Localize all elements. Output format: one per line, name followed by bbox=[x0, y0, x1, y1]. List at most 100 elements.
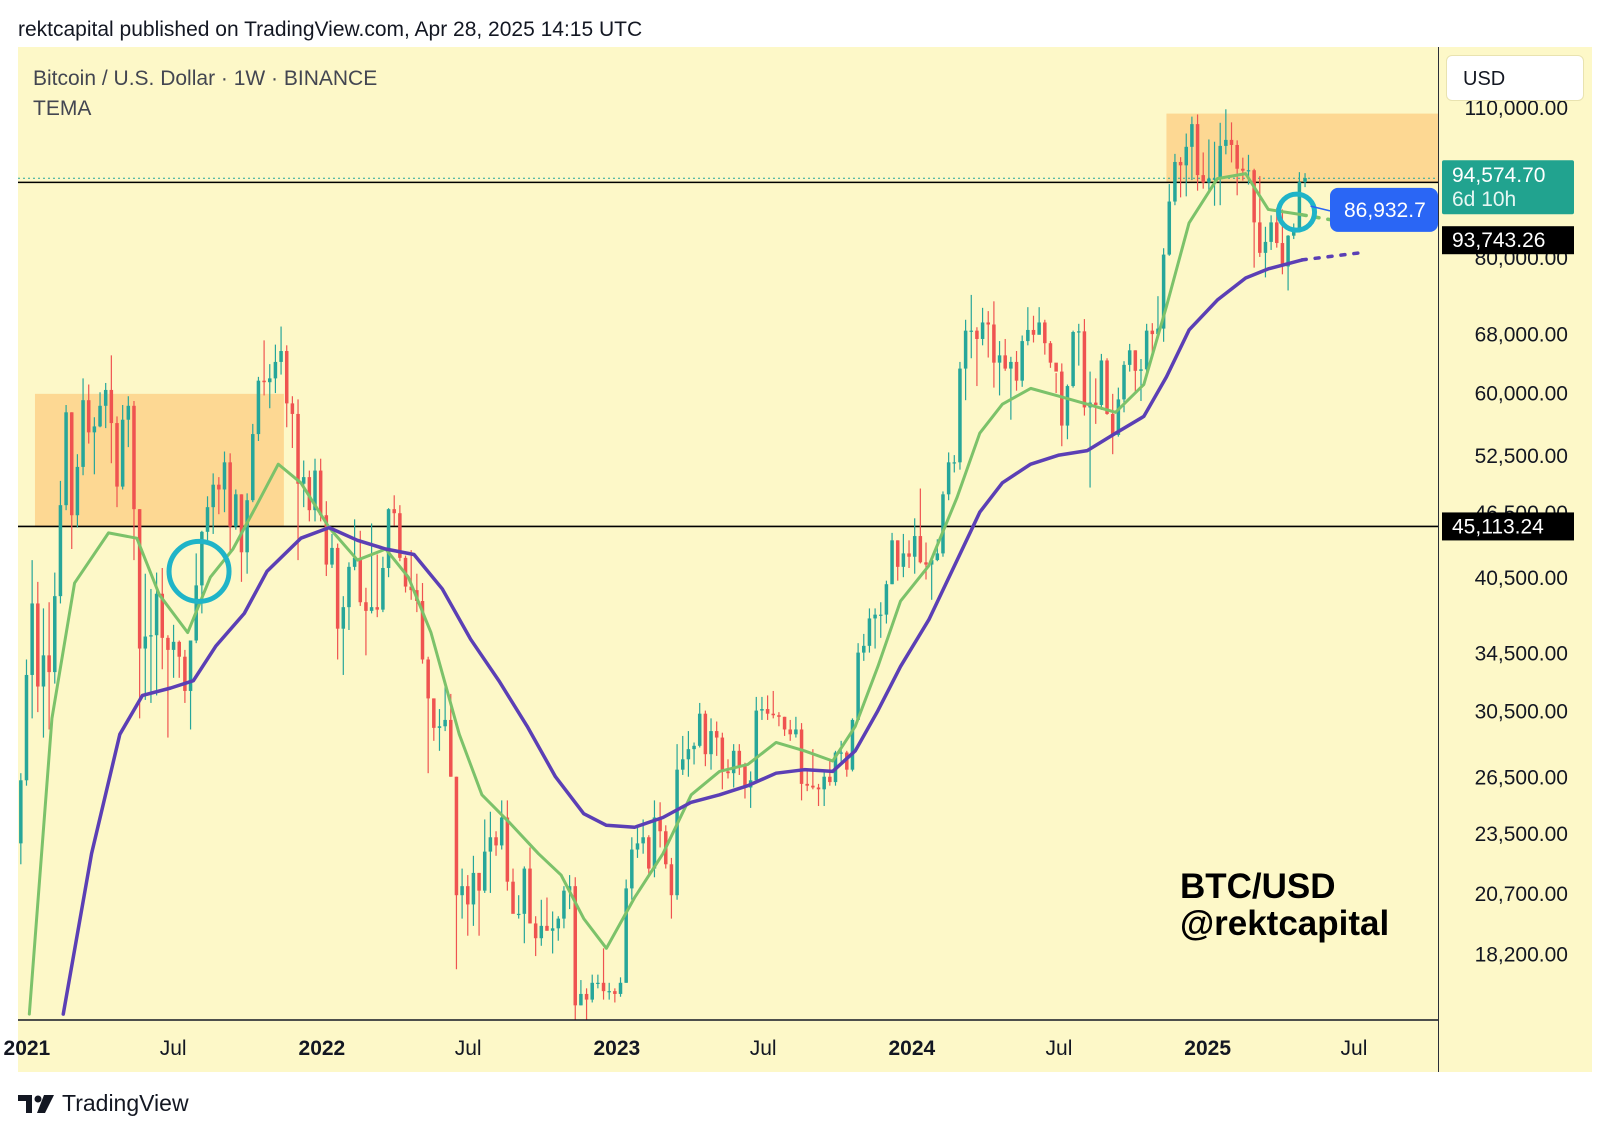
candle-body bbox=[330, 547, 334, 565]
candle-body bbox=[1303, 178, 1307, 183]
x-axis: 2021 Jul 2022 Jul 2023 Jul 2024 Jul 2025 Jul bbox=[4, 1019, 1438, 1060]
supply-zone-2 bbox=[1166, 113, 1438, 183]
candle-body bbox=[1252, 170, 1256, 223]
candle-body bbox=[81, 400, 85, 467]
candle-body bbox=[109, 389, 114, 424]
watermark-line1: BTC/USD bbox=[1180, 867, 1336, 906]
candle-body bbox=[545, 925, 549, 931]
candle-body bbox=[607, 991, 611, 993]
candle-body bbox=[901, 553, 906, 567]
candle-body bbox=[47, 655, 51, 673]
candle-body bbox=[398, 513, 402, 558]
candle-body bbox=[53, 596, 57, 673]
candle-body bbox=[335, 547, 340, 629]
candle-body bbox=[918, 536, 923, 563]
candle-body bbox=[369, 607, 374, 611]
candle-body bbox=[652, 817, 657, 869]
candle-body bbox=[528, 868, 532, 924]
candle-body bbox=[1065, 386, 1070, 426]
candle-body bbox=[1173, 161, 1177, 202]
candle-body bbox=[183, 656, 187, 691]
x-tick-label: 2022 bbox=[299, 1037, 346, 1060]
candle-body bbox=[279, 351, 283, 362]
level-badge-1 bbox=[1442, 226, 1574, 255]
candle-body bbox=[505, 817, 510, 882]
candle-body bbox=[494, 837, 498, 846]
candle-body bbox=[426, 659, 430, 699]
x-tick-label: 2023 bbox=[594, 1037, 641, 1060]
candle-body bbox=[895, 540, 900, 567]
candle-body bbox=[1286, 235, 1290, 267]
indicator-legend[interactable]: TEMA bbox=[33, 97, 92, 120]
candle-body bbox=[788, 729, 792, 735]
candle-body bbox=[1071, 332, 1075, 387]
candle-body bbox=[884, 584, 889, 615]
candle-body bbox=[1048, 343, 1053, 363]
candle-body bbox=[1195, 124, 1200, 176]
candle-body bbox=[828, 776, 832, 783]
candle-body bbox=[149, 635, 153, 637]
candle-body bbox=[686, 749, 691, 760]
candle-body bbox=[211, 484, 215, 508]
candle-body bbox=[635, 843, 640, 850]
y-tick-label: 34,500.00 bbox=[1475, 643, 1568, 666]
candle-body bbox=[935, 553, 940, 561]
candle-body bbox=[811, 785, 815, 788]
candle-body bbox=[171, 641, 176, 650]
candle-body bbox=[284, 351, 289, 404]
candle-body bbox=[251, 434, 255, 501]
candle-body bbox=[222, 462, 227, 490]
candle-body bbox=[573, 886, 578, 1006]
candle-body bbox=[98, 405, 102, 427]
candle-body bbox=[92, 426, 97, 433]
footer-brand-label: TradingView bbox=[62, 1090, 189, 1116]
candle-body bbox=[765, 709, 770, 714]
candle-body bbox=[324, 515, 329, 565]
candle-body bbox=[262, 380, 266, 383]
candle-body bbox=[963, 330, 968, 369]
x-tick-label: Jul bbox=[1341, 1037, 1368, 1060]
candle-body bbox=[358, 557, 363, 603]
highlight-circle-1 bbox=[166, 538, 232, 604]
candle-body bbox=[1178, 161, 1183, 166]
candle-body bbox=[867, 618, 872, 646]
candle-body bbox=[1127, 350, 1132, 365]
candle-body bbox=[618, 982, 623, 994]
candle-body bbox=[794, 729, 798, 735]
candles-layer bbox=[19, 109, 1307, 1020]
header-published: rektcapital published on TradingView.com… bbox=[18, 18, 643, 41]
candle-body bbox=[443, 719, 447, 727]
candle-body bbox=[760, 709, 764, 711]
candle-body bbox=[1212, 178, 1217, 180]
candle-body bbox=[946, 462, 951, 495]
candle-body bbox=[992, 324, 996, 363]
candle-body bbox=[1122, 364, 1126, 400]
y-tick-label: 40,500.00 bbox=[1475, 567, 1568, 590]
candle-body bbox=[754, 710, 759, 781]
candle-body bbox=[75, 466, 80, 516]
candle-body bbox=[562, 890, 566, 919]
candle-body bbox=[103, 389, 108, 406]
candle-body bbox=[822, 776, 826, 790]
x-tick-label: Jul bbox=[750, 1037, 777, 1060]
symbol-legend[interactable]: Bitcoin / U.S. Dollar · 1W · BINANCE bbox=[33, 67, 378, 90]
candle-body bbox=[1258, 222, 1262, 253]
candle-body bbox=[856, 652, 860, 720]
candle-body bbox=[120, 419, 125, 487]
candle-body bbox=[437, 726, 442, 728]
candle-body bbox=[924, 562, 928, 565]
tema-slow-line bbox=[61, 258, 1304, 1016]
y-tick-label: 52,500.00 bbox=[1475, 445, 1568, 468]
candle-body bbox=[952, 462, 957, 464]
candle-body bbox=[409, 586, 413, 591]
candle-body bbox=[234, 494, 238, 527]
price-axis[interactable] bbox=[1438, 47, 1592, 1072]
candle-body bbox=[1269, 222, 1273, 242]
last-price-countdown: 6d 10h bbox=[1452, 188, 1516, 211]
last-price-badge bbox=[1442, 160, 1574, 215]
candle-body bbox=[19, 780, 23, 844]
candle-body bbox=[217, 484, 221, 490]
currency-button[interactable]: USD bbox=[1446, 55, 1584, 101]
footer-brand[interactable]: TradingView bbox=[18, 1090, 189, 1117]
